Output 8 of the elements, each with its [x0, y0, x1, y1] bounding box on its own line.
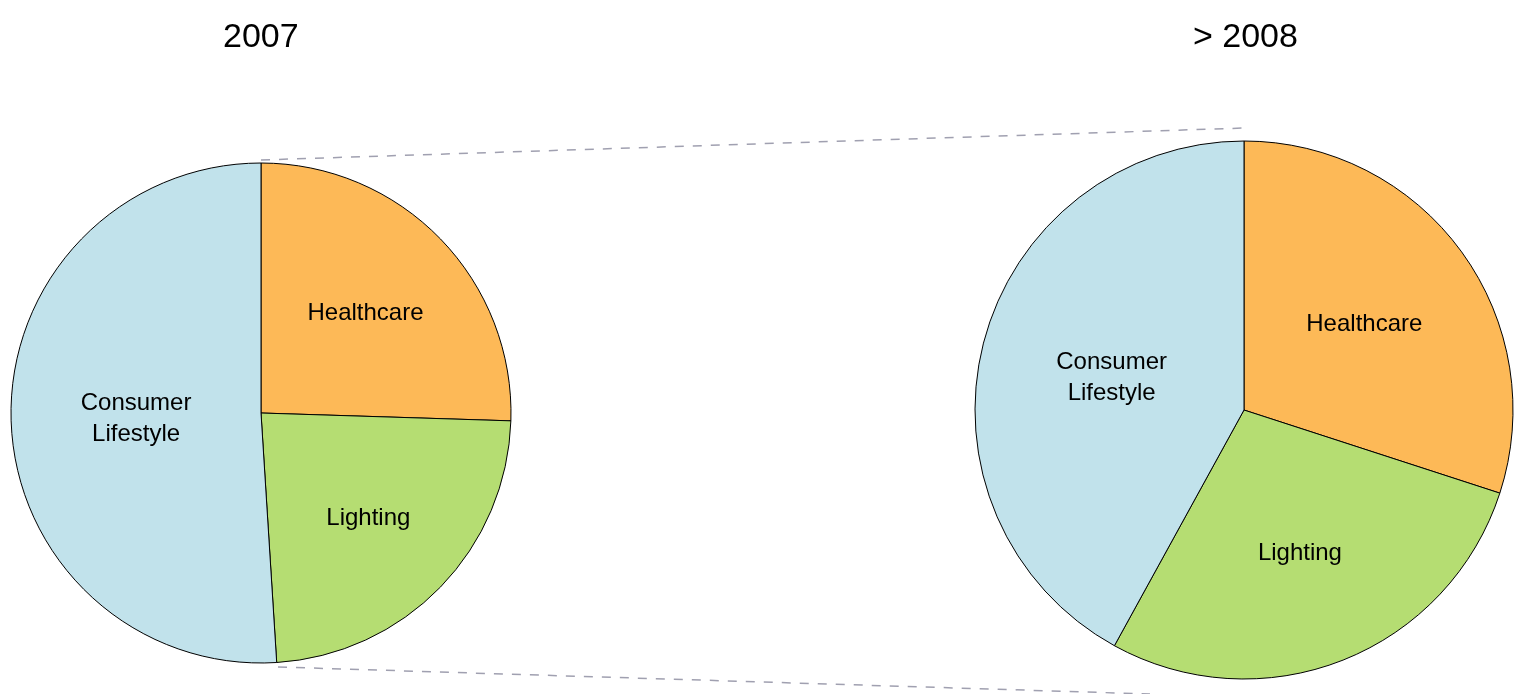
- slice-label: Consumer Lifestyle: [1056, 346, 1168, 406]
- chart-title: > 2008: [1193, 16, 1298, 54]
- slice-label: Lighting: [326, 503, 411, 531]
- slice-label: Consumer Lifestyle: [80, 387, 192, 447]
- slice-label: Healthcare: [307, 298, 424, 326]
- chart-title: 2007: [223, 16, 299, 54]
- slice-label: Lighting: [1257, 537, 1342, 565]
- slice-label: Healthcare: [1306, 309, 1423, 337]
